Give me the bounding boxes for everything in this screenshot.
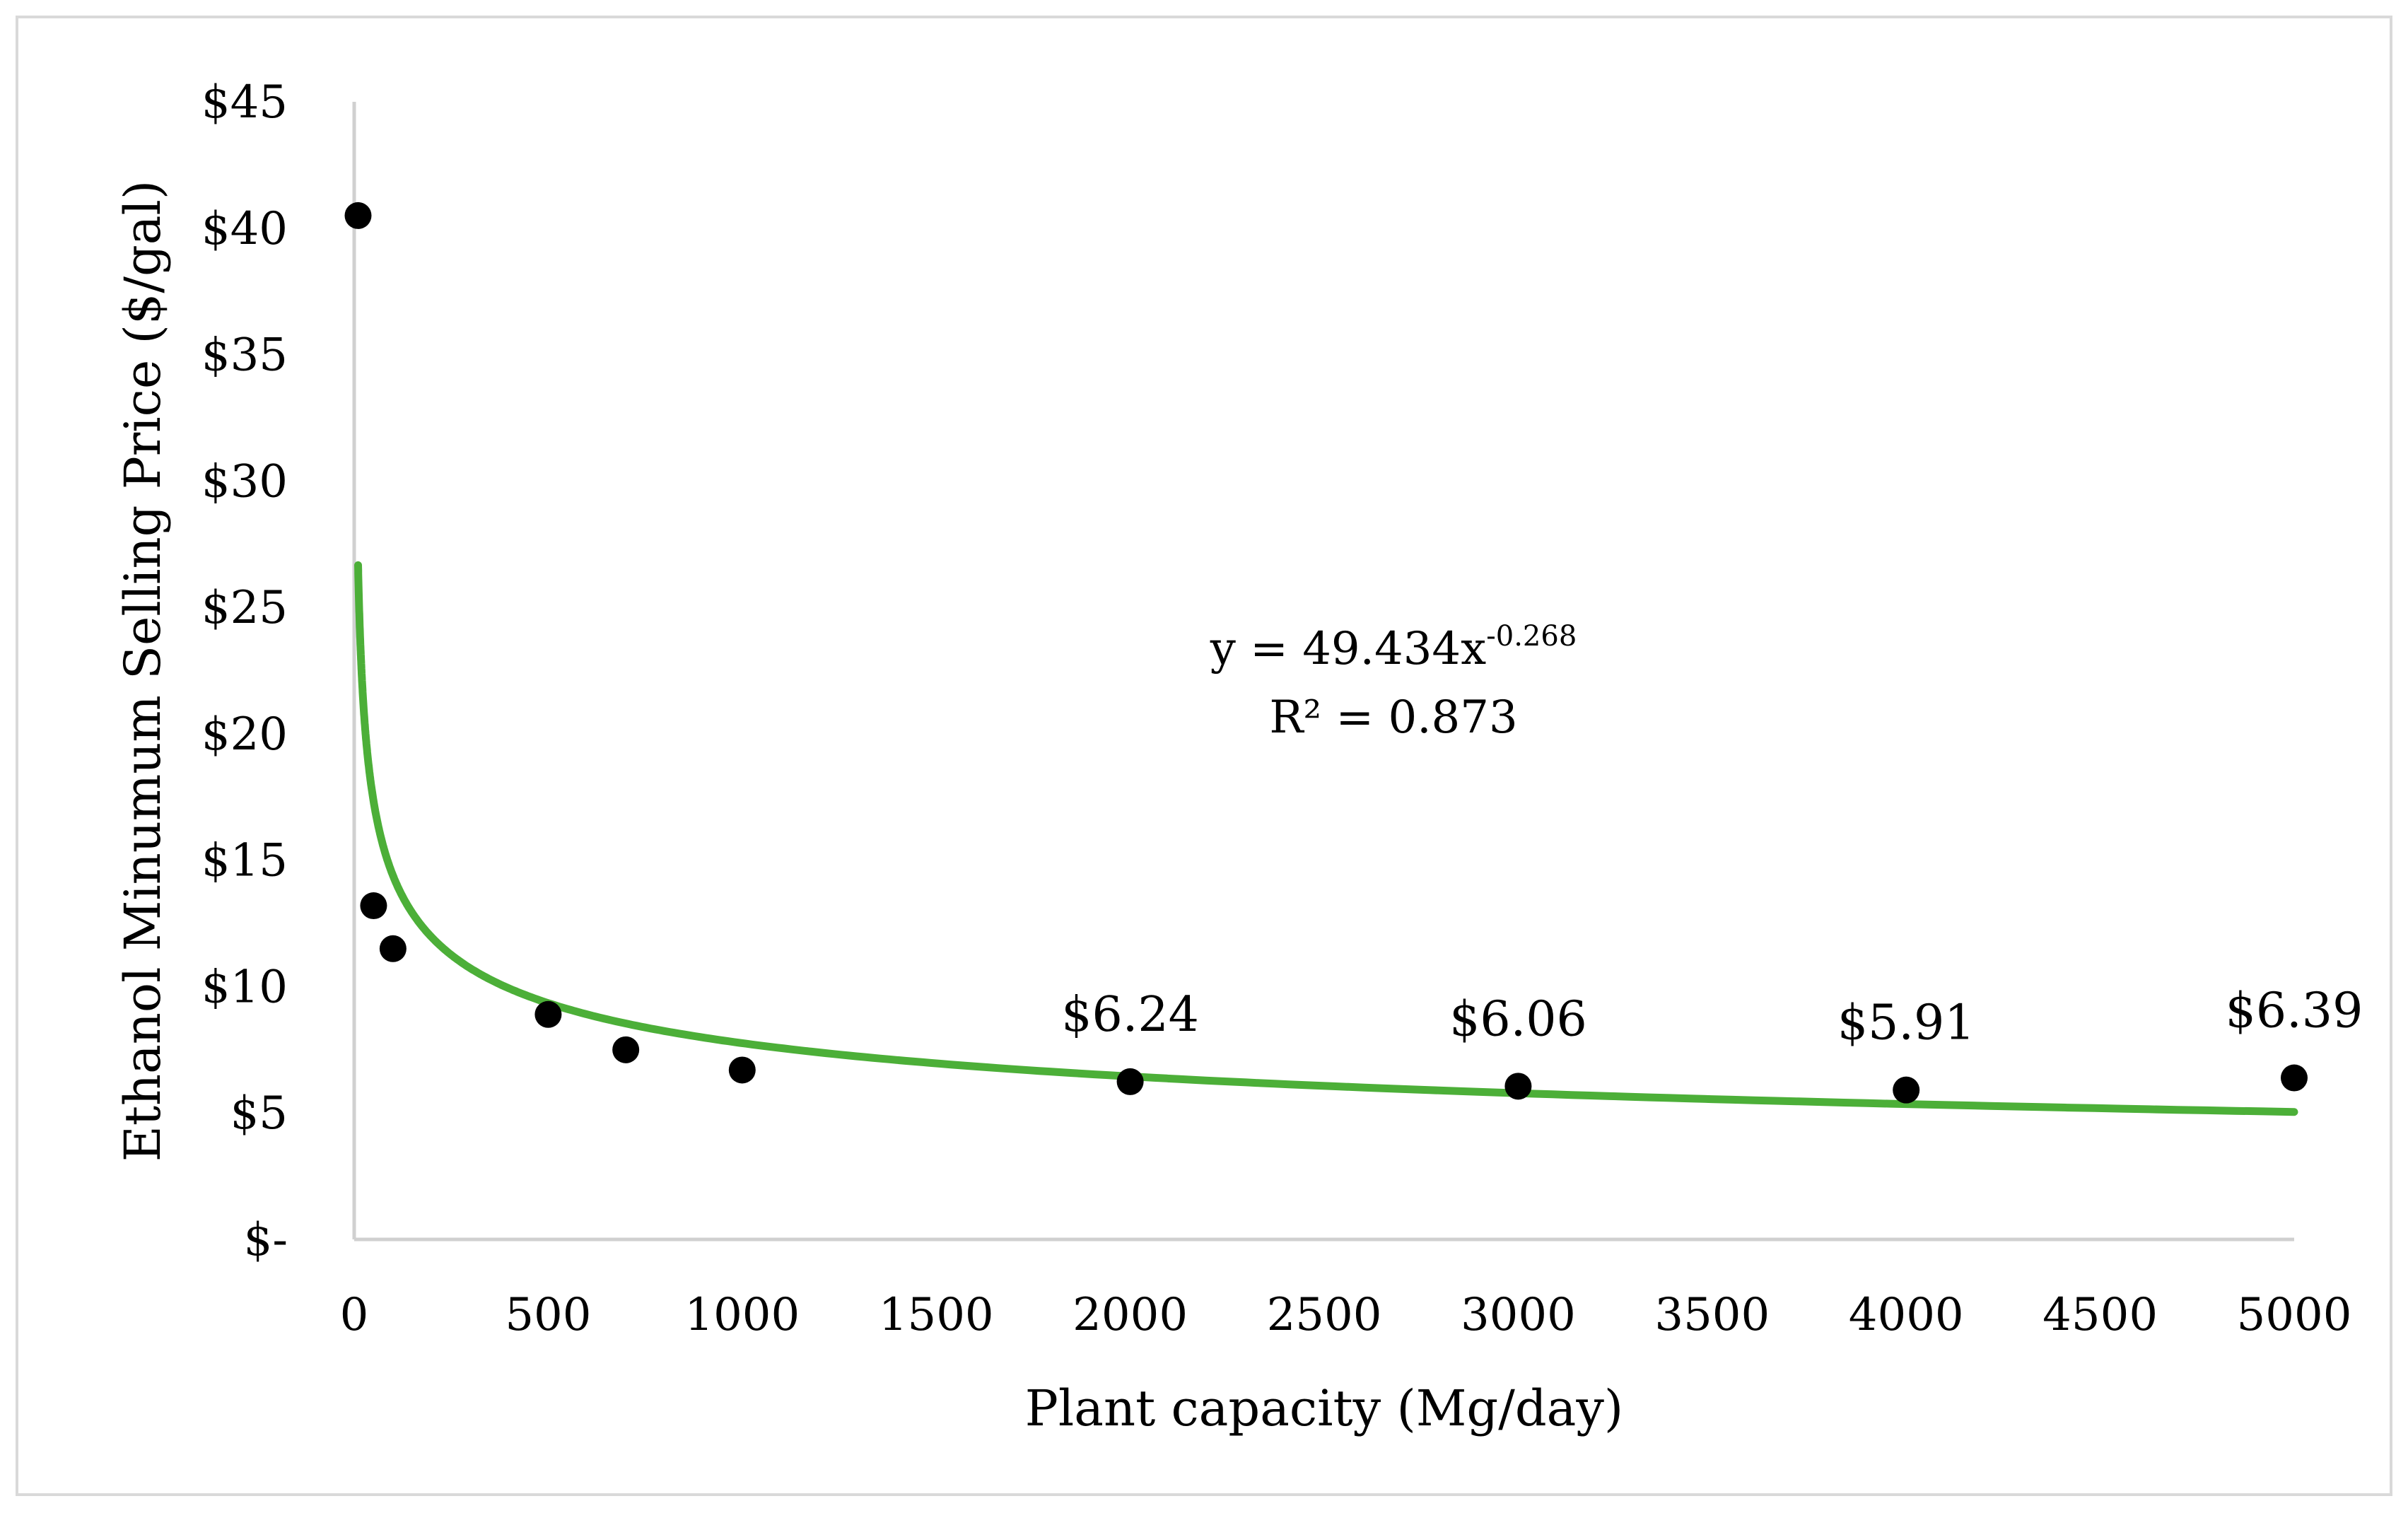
x-tick-label: 2500: [1267, 1289, 1382, 1341]
x-tick-label: 5000: [2237, 1289, 2352, 1341]
x-tick-label: 0: [340, 1289, 369, 1341]
axes: [352, 102, 2294, 1242]
x-tick-label: 3000: [1461, 1289, 1576, 1341]
y-axis-title: Ethanol Minumum Selling Price ($/gal): [114, 180, 172, 1162]
x-tick-labels: 0 500 1000 1500 2000 2500 3000 3500 4000 4500 5000: [340, 1289, 2352, 1341]
x-tick-label: 4500: [2042, 1289, 2158, 1341]
x-tick-label: 1500: [879, 1289, 994, 1341]
x-tick-label: 500: [505, 1289, 591, 1341]
trendline-equation: y = 49.434x-0.268: [1210, 620, 1577, 675]
data-point: [534, 1000, 562, 1028]
data-point: [612, 1036, 640, 1063]
y-tick-label: $5: [230, 1087, 288, 1140]
data-point: [2281, 1064, 2308, 1092]
equation-exponent: -0.268: [1486, 620, 1577, 653]
data-point: [1116, 1068, 1144, 1095]
y-tick-label: $30: [201, 455, 288, 508]
data-label: $6.24: [1061, 987, 1199, 1043]
y-tick-label: $20: [201, 708, 288, 761]
y-tick-label: $15: [201, 835, 288, 887]
y-tick-label: $40: [201, 203, 288, 255]
x-axis-title: Plant capacity (Mg/day): [1025, 1379, 1623, 1437]
data-point: [1893, 1076, 1920, 1104]
y-tick-label: $10: [201, 961, 288, 1013]
chart-frame: $- $5 $10 $15 $20 $25 $30 $35 $40 $45 0 500 1000 150…: [16, 16, 2392, 1496]
trendline-curve: [354, 561, 2298, 1116]
data-point: [360, 892, 387, 920]
x-tick-label: 4000: [1849, 1289, 1964, 1341]
y-tick-label: $25: [201, 582, 288, 634]
y-tick-labels: $- $5 $10 $15 $20 $25 $30 $35 $40 $45: [201, 76, 288, 1266]
chart-svg: $- $5 $10 $15 $20 $25 $30 $35 $40 $45 0 500 1000 150…: [114, 76, 2363, 1437]
y-tick-label: $35: [201, 329, 288, 382]
x-tick-label: 3500: [1654, 1289, 1770, 1341]
data-point: [379, 935, 407, 962]
data-labels: $6.24 $6.06 $5.91 $6.39: [1061, 983, 2363, 1051]
x-tick-label: 1000: [684, 1289, 800, 1341]
data-label: $6.39: [2226, 983, 2363, 1039]
data-label: $5.91: [1837, 995, 1975, 1051]
data-points: [344, 202, 2308, 1104]
y-tick-label: $45: [201, 76, 288, 129]
data-point: [1504, 1073, 1532, 1100]
trendline-r-squared: R² = 0.873: [1269, 691, 1517, 744]
y-tick-label: $-: [244, 1214, 288, 1266]
data-point: [344, 202, 372, 229]
equation-prefix: y = 49.434x: [1210, 623, 1487, 675]
data-point: [728, 1056, 756, 1084]
x-tick-label: 2000: [1073, 1289, 1188, 1341]
data-label: $6.06: [1449, 991, 1587, 1047]
